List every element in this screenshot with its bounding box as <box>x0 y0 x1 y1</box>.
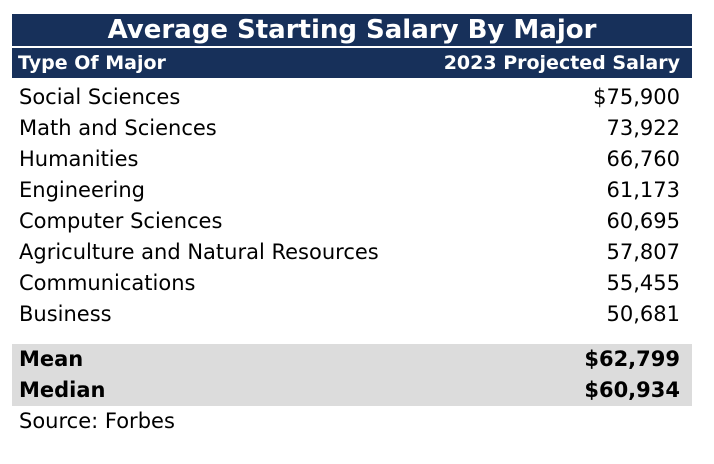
table-row: Humanities 66,760 <box>12 144 692 175</box>
major-cell: Math and Sciences <box>19 116 217 140</box>
table-row: Agriculture and Natural Resources 57,807 <box>12 237 692 268</box>
table-body: Social Sciences $75,900 Math and Science… <box>12 78 692 330</box>
major-cell: Humanities <box>19 147 139 171</box>
salary-cell: 50,681 <box>606 302 680 326</box>
summary-value: $62,799 <box>584 347 680 371</box>
table-row: Communications 55,455 <box>12 268 692 299</box>
column-header-major: Type Of Major <box>18 52 166 74</box>
salary-table: Average Starting Salary By Major Type Of… <box>12 14 692 437</box>
salary-cell: 61,173 <box>606 178 680 202</box>
summary-label: Median <box>19 378 106 402</box>
major-cell: Computer Sciences <box>19 209 223 233</box>
salary-cell: 73,922 <box>606 116 680 140</box>
summary-row-mean: Mean $62,799 <box>12 344 692 375</box>
major-cell: Business <box>19 302 112 326</box>
salary-cell: 66,760 <box>606 147 680 171</box>
summary-value: $60,934 <box>584 378 680 402</box>
source-note: Source: Forbes <box>19 409 175 433</box>
summary-block: Mean $62,799 Median $60,934 <box>12 344 692 406</box>
table-row: Business 50,681 <box>12 299 692 330</box>
salary-cell: 57,807 <box>606 240 680 264</box>
summary-label: Mean <box>19 347 84 371</box>
major-cell: Communications <box>19 271 196 295</box>
table-row: Social Sciences $75,900 <box>12 82 692 113</box>
table-header: Type Of Major 2023 Projected Salary <box>12 46 692 78</box>
major-cell: Social Sciences <box>19 85 181 109</box>
row-spacer <box>12 330 692 344</box>
column-header-salary: 2023 Projected Salary <box>443 52 680 74</box>
salary-cell: $75,900 <box>593 85 680 109</box>
salary-cell: 55,455 <box>606 271 680 295</box>
table-row: Math and Sciences 73,922 <box>12 113 692 144</box>
table-row: Computer Sciences 60,695 <box>12 206 692 237</box>
major-cell: Engineering <box>19 178 145 202</box>
summary-row-median: Median $60,934 <box>12 375 692 406</box>
major-cell: Agriculture and Natural Resources <box>19 240 379 264</box>
table-title: Average Starting Salary By Major <box>12 14 692 46</box>
salary-cell: 60,695 <box>606 209 680 233</box>
table-row: Engineering 61,173 <box>12 175 692 206</box>
